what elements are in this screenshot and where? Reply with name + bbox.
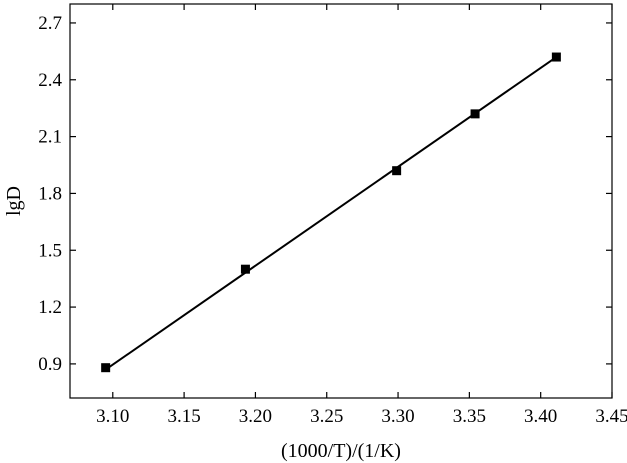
x-tick-label: 3.40 bbox=[524, 406, 557, 427]
x-tick-label: 3.30 bbox=[381, 406, 414, 427]
y-tick-label: 2.4 bbox=[38, 70, 62, 91]
x-tick-label: 3.25 bbox=[310, 406, 343, 427]
x-tick-label: 3.35 bbox=[453, 406, 486, 427]
y-axis-title-group: lgD bbox=[3, 186, 25, 216]
y-tick-label: 0.9 bbox=[38, 354, 62, 375]
x-axis-title: (1000/T)/(1/K) bbox=[281, 440, 401, 462]
x-tick-label: 3.15 bbox=[167, 406, 200, 427]
data-point bbox=[240, 264, 250, 274]
x-tick-label: 3.10 bbox=[96, 406, 129, 427]
y-axis-title: lgD bbox=[3, 186, 25, 216]
data-point bbox=[101, 363, 111, 373]
data-point bbox=[551, 52, 561, 62]
y-tick-label: 2.1 bbox=[38, 127, 62, 148]
y-tick-label: 1.5 bbox=[38, 240, 62, 261]
data-point bbox=[392, 166, 402, 176]
plot-area: 3.10 3.15 3.20 3.25 3.30 3.35 3.40 3.45 0.9 1.2 1.… bbox=[38, 3, 627, 427]
y-tick-label: 2.7 bbox=[38, 13, 62, 34]
y-axis-title-text: lgD bbox=[3, 186, 25, 216]
data-point bbox=[470, 109, 480, 119]
fit-line bbox=[105, 56, 557, 371]
x-tick-label: 3.20 bbox=[239, 406, 272, 427]
y-tick-label: 1.2 bbox=[38, 297, 62, 318]
x-tick-label: 3.45 bbox=[595, 406, 627, 427]
y-tick-label: 1.8 bbox=[38, 183, 62, 204]
plot-frame bbox=[69, 3, 613, 399]
